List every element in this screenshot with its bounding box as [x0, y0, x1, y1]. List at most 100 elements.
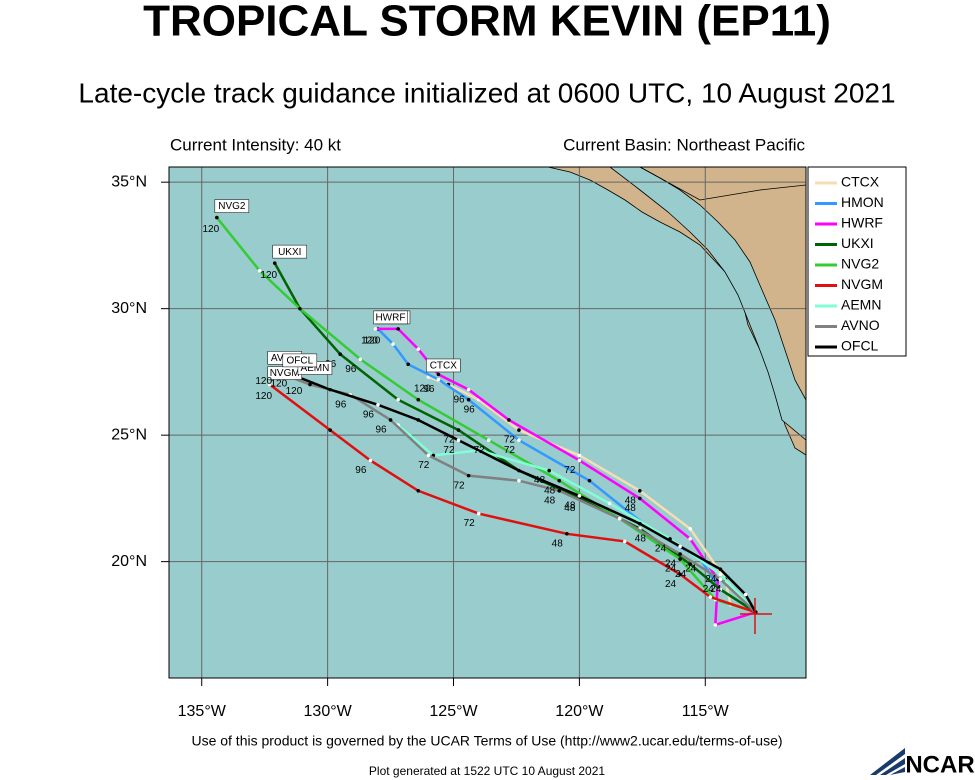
tau-label: 48: [564, 501, 576, 512]
track-point: [436, 377, 441, 382]
plot-frame: [168, 166, 807, 679]
tau-label: 24: [655, 544, 667, 555]
tau-label: 24: [705, 574, 717, 585]
border: [639, 167, 806, 201]
track-point: [466, 473, 471, 478]
track-point: [358, 357, 363, 362]
legend-label: AEMN: [841, 297, 881, 313]
land: [547, 167, 806, 456]
track-point: [713, 623, 718, 627]
track-point: [678, 557, 682, 561]
track: [427, 375, 757, 614]
x-tick-label: 125°W: [429, 703, 478, 720]
end-label: OFCL: [286, 356, 313, 367]
track-point: [368, 458, 373, 463]
legend-label: NVGM: [841, 276, 883, 292]
tau-label: 96: [363, 409, 375, 420]
track-point: [688, 537, 692, 541]
tau-label: 24: [710, 584, 722, 595]
track-point: [718, 572, 723, 577]
track-point: [298, 306, 302, 311]
track-point: [557, 489, 562, 493]
tau-label: 48: [625, 503, 637, 514]
track-point: [396, 327, 400, 331]
tau-label: 72: [453, 480, 465, 491]
legend: [807, 166, 907, 357]
track-point: [466, 387, 471, 392]
track-point: [517, 438, 521, 443]
legend-label: UKXI: [841, 235, 874, 251]
tau-label: 48: [544, 495, 556, 506]
tau-label: 120: [255, 376, 272, 387]
track-point: [638, 489, 642, 493]
track-point: [416, 397, 421, 402]
tau-label: 96: [345, 364, 357, 375]
track-point: [517, 468, 521, 473]
track-point: [622, 539, 627, 544]
logo-text: NCAR: [905, 751, 974, 778]
track: [284, 370, 757, 613]
tau-label: 120: [270, 379, 287, 390]
y-tick-label: 35°N: [111, 173, 147, 190]
generated: Plot generated at 1522 UTC 10 August 202…: [369, 764, 605, 778]
track-point: [557, 478, 562, 483]
tau-label: 72: [504, 435, 516, 446]
title: TROPICAL STORM KEVIN (EP11): [143, 0, 831, 46]
track: [268, 383, 757, 614]
tau-label: 72: [564, 465, 576, 476]
x-tick-label: 130°W: [304, 703, 353, 720]
tau-label: 120: [255, 391, 272, 402]
tau-label: 120: [260, 270, 277, 281]
tau-label: 120: [364, 336, 381, 347]
track-point: [257, 268, 262, 273]
track-point: [577, 453, 582, 458]
track-point: [308, 382, 312, 387]
track-point: [436, 372, 441, 377]
legend-label: CTCX: [841, 174, 880, 190]
track-point: [517, 478, 521, 483]
track-point: [718, 567, 723, 572]
tau-label: 96: [335, 399, 347, 410]
legend-label: HWRF: [841, 215, 883, 231]
end-label: NVG2: [218, 201, 246, 212]
track-point: [466, 397, 471, 402]
track-point: [376, 402, 380, 407]
track-point: [391, 342, 395, 346]
tau-label: 72: [443, 435, 455, 446]
tau-label: 24: [665, 579, 677, 590]
tau-label: 72: [443, 445, 455, 456]
tau-label: 120: [361, 336, 378, 347]
track-point: [396, 397, 400, 402]
track-point: [456, 428, 461, 432]
track-point: [743, 592, 748, 597]
track-point: [547, 468, 551, 473]
track-point: [272, 261, 277, 265]
gulf: [609, 167, 806, 441]
tau-label: 72: [504, 445, 516, 456]
track-point: [456, 438, 461, 443]
legend-label: HMON: [841, 194, 884, 210]
terms: Use of this product is governed by the U…: [191, 733, 782, 749]
track-point: [718, 577, 723, 582]
tau-label: 72: [464, 518, 476, 529]
track-point: [577, 494, 582, 498]
track-point: [577, 458, 582, 463]
basin: Current Basin: Northeast Pacific: [563, 135, 805, 154]
tau-label: 96: [453, 394, 465, 405]
y-tick-label: 30°N: [111, 300, 147, 317]
intensity: Current Intensity: 40 kt: [170, 135, 341, 154]
track-point: [678, 552, 682, 556]
tau-label: 48: [534, 475, 546, 486]
tau-label: 120: [414, 384, 431, 395]
track-point: [416, 489, 421, 493]
y-tick-label: 20°N: [111, 553, 147, 570]
subtitle: Late-cycle track guidance initialized at…: [78, 77, 895, 108]
track-point: [416, 418, 421, 422]
track-point: [565, 532, 569, 536]
track-point: [507, 418, 511, 422]
tau-label: 24: [665, 564, 677, 575]
tau-label: 24: [703, 584, 715, 595]
tau-label: 48: [544, 485, 556, 496]
track-point: [486, 438, 491, 443]
